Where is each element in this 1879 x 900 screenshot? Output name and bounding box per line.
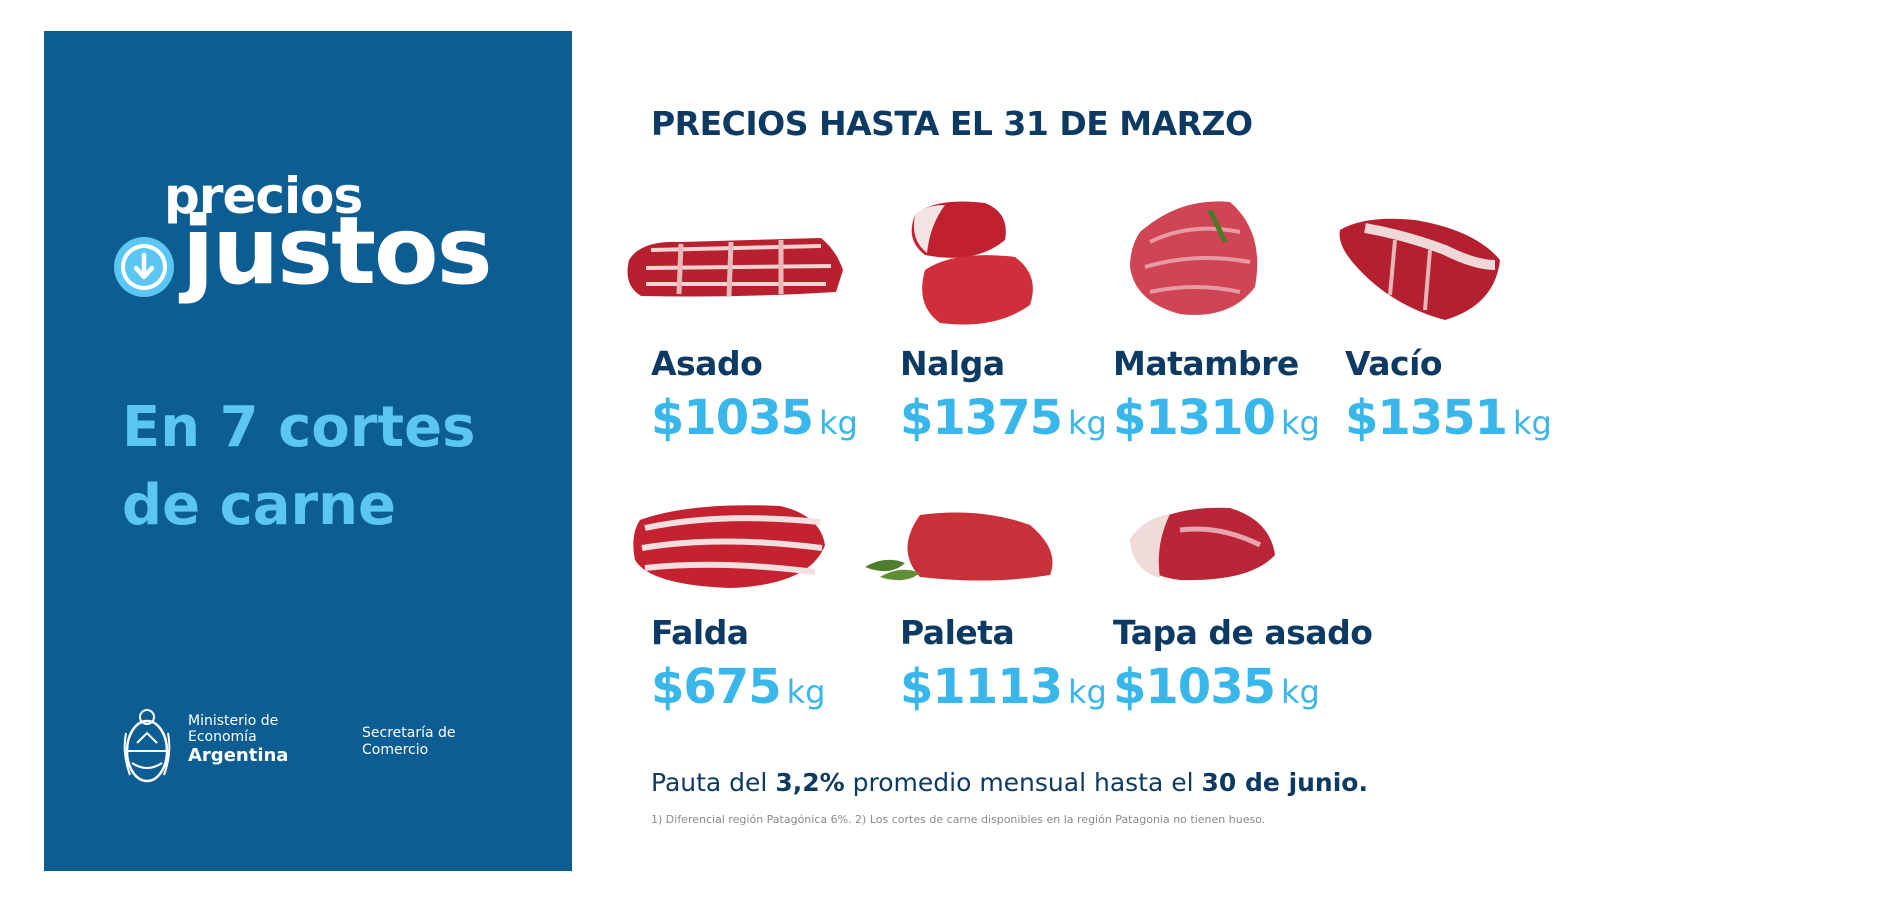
footnote: 1) Diferencial región Patagónica 6%. 2) … xyxy=(651,813,1266,826)
cut-price-unit: kg xyxy=(1068,404,1107,442)
cut-price-amount: $1113 xyxy=(900,659,1063,715)
logo-text-justos: justos xyxy=(182,197,493,306)
cut-price-unit: kg xyxy=(786,673,826,711)
secretaria-line-1: Secretaría de xyxy=(362,725,456,741)
cut-price-unit: kg xyxy=(819,404,858,442)
asado-ribs-image xyxy=(627,238,843,297)
cut-name: Vacío xyxy=(1345,344,1443,383)
cut-name: Matambre xyxy=(1113,344,1299,383)
cut-price-unit: kg xyxy=(1281,404,1320,442)
cut-price-amount: $1035 xyxy=(1113,659,1276,715)
secretaria-line-2: Comercio xyxy=(362,742,429,758)
cut-price-unit: kg xyxy=(1513,404,1552,442)
logo-text-precios: precios xyxy=(164,167,363,225)
cut-price: $1375 kg xyxy=(900,390,1107,446)
cut-price-amount: $1375 xyxy=(900,390,1063,446)
falda-image xyxy=(633,505,825,588)
cut-name: Falda xyxy=(651,613,749,652)
argentina-seal-icon xyxy=(123,709,171,783)
pauta-prefix: Pauta del xyxy=(651,768,776,797)
cut-price-unit: kg xyxy=(1281,673,1320,711)
headline: En 7 cortes de carne xyxy=(122,389,475,545)
cut-price: $1113 kg xyxy=(900,659,1107,715)
tapa-de-asado-image xyxy=(1130,507,1275,581)
cut-price: $1035 kg xyxy=(651,390,858,446)
cut-name: Tapa de asado xyxy=(1113,613,1373,652)
paleta-image xyxy=(865,512,1053,581)
nalga-image xyxy=(911,201,1033,325)
ministry-line-3: Argentina xyxy=(188,745,289,766)
headline-line-1: En 7 cortes xyxy=(122,395,476,460)
cut-name: Nalga xyxy=(900,344,1005,383)
pauta-percentage: 3,2% xyxy=(775,768,845,797)
ministry-line-2: Economía xyxy=(188,729,257,745)
cut-price: $1310 kg xyxy=(1113,390,1320,446)
secretaria-label: Secretaría de Comercio xyxy=(362,725,456,759)
ministry-line-1: Ministerio de xyxy=(188,713,279,729)
headline-line-2: de carne xyxy=(122,473,397,538)
cut-name: Asado xyxy=(651,344,763,383)
cut-price-amount: $1351 xyxy=(1345,390,1508,446)
ministry-label: Ministerio de Economía Argentina xyxy=(188,713,288,767)
matambre-image xyxy=(1130,201,1258,315)
cut-price: $1035 kg xyxy=(1113,659,1320,715)
cut-price-unit: kg xyxy=(1068,673,1107,711)
cut-price-amount: $1035 xyxy=(651,390,814,446)
cut-name: Paleta xyxy=(900,613,1015,652)
brand-panel: precios justos En 7 cortes de carne Mini… xyxy=(44,31,572,871)
cut-price-amount: $1310 xyxy=(1113,390,1276,446)
pauta-date: 30 de junio. xyxy=(1201,768,1368,797)
cut-price: $675 kg xyxy=(651,659,825,715)
vacio-image xyxy=(1339,218,1500,320)
page-title: PRECIOS HASTA EL 31 DE MARZO xyxy=(651,104,1253,143)
cut-price-amount: $675 xyxy=(651,659,782,715)
pauta-middle: promedio mensual hasta el xyxy=(844,768,1202,797)
cut-price: $1351 kg xyxy=(1345,390,1552,446)
down-arrow-circle-icon xyxy=(114,237,174,297)
pauta-text: Pauta del 3,2% promedio mensual hasta el… xyxy=(651,768,1368,797)
